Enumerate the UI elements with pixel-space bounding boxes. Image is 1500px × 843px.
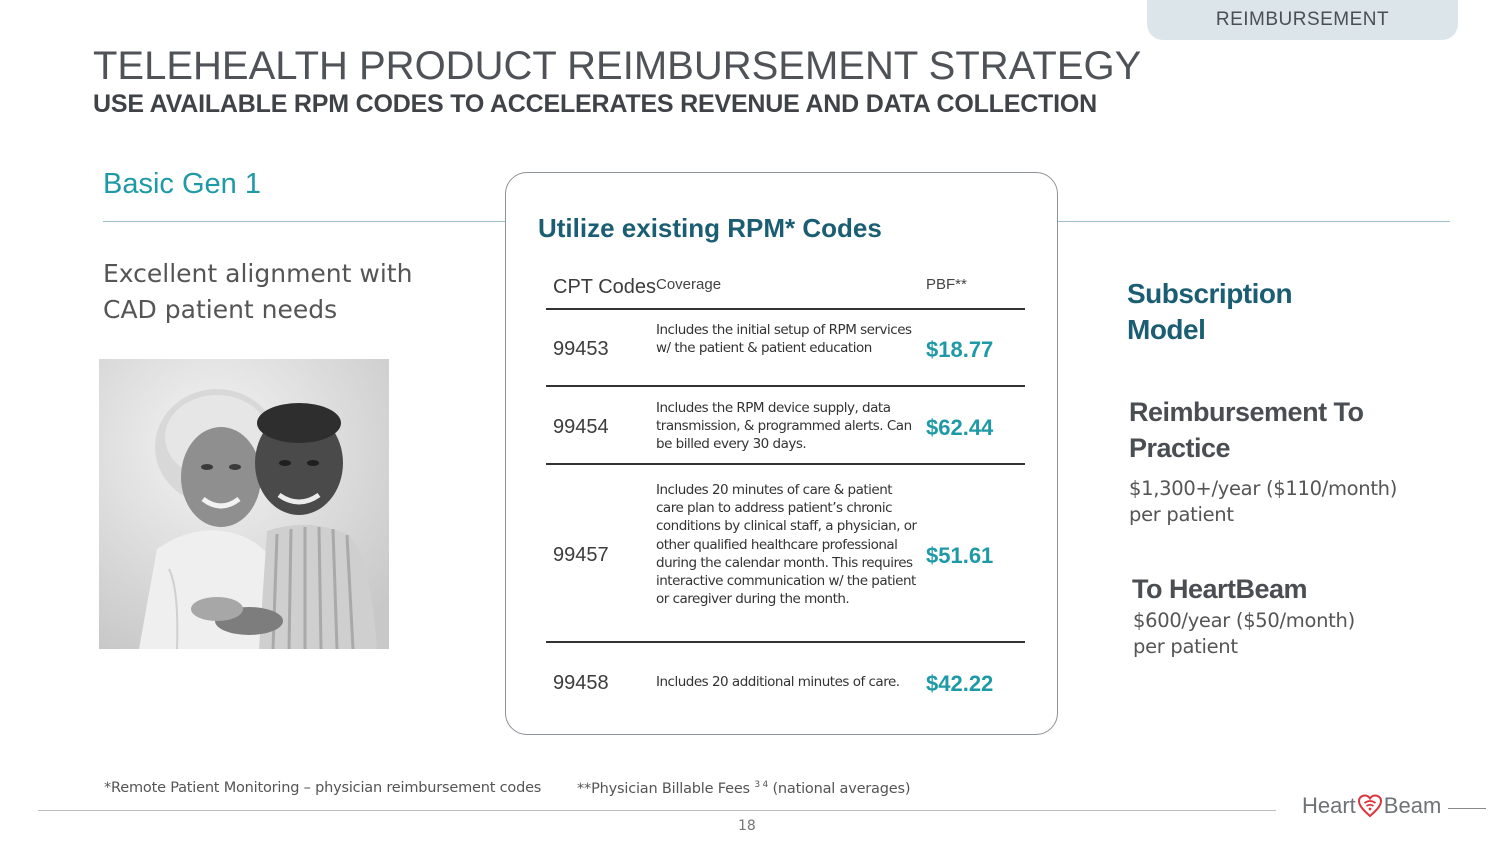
footer-divider — [38, 810, 1276, 811]
section-tag: REIMBURSEMENT — [1147, 0, 1458, 40]
logo-divider — [1448, 808, 1486, 809]
footnote-pbf-refs: 3 4 — [754, 780, 769, 790]
cpt-code: 99458 — [553, 672, 609, 694]
header-pbf: PBF** — [926, 276, 967, 293]
reimbursement-heading: Reimbursement To Practice — [1129, 394, 1364, 466]
table-divider — [546, 641, 1025, 643]
footnote-pbf: **Physician Billable Fees 3 4 (national … — [577, 780, 910, 797]
coverage-text: Includes the RPM device supply, data tra… — [656, 400, 912, 453]
fee-value: $51.61 — [926, 543, 994, 568]
senior-couple-photo — [99, 359, 389, 649]
fee-value: $18.77 — [926, 337, 994, 362]
page-number: 18 — [738, 818, 756, 834]
subscription-model-line: Subscription — [1127, 278, 1293, 309]
table-divider — [546, 308, 1025, 310]
coverage-text: Includes 20 minutes of care & patient ca… — [656, 482, 917, 608]
reimbursement-value: $1,300+/year ($110/month) per patient — [1129, 476, 1397, 528]
header-coverage: Coverage — [656, 276, 722, 293]
footnote-pbf-suffix: (national averages) — [768, 780, 911, 797]
subscription-model-heading: Subscription Model — [1127, 276, 1293, 348]
header-cpt-codes: CPT Codes — [553, 276, 657, 298]
alignment-text: Excellent alignment with CAD patient nee… — [103, 256, 463, 328]
logo-text-beam: Beam — [1383, 793, 1442, 818]
footnote-rpm: *Remote Patient Monitoring – physician r… — [104, 780, 542, 796]
page-title: TELEHEALTH PRODUCT REIMBURSEMENT STRATEG… — [93, 44, 1142, 88]
alignment-line: Excellent alignment with — [103, 259, 413, 288]
cpt-code: 99453 — [553, 338, 609, 360]
table-divider — [546, 385, 1025, 387]
table-divider — [546, 463, 1025, 465]
coverage-text: Includes the initial setup of RPM servic… — [656, 322, 912, 357]
footnote-pbf-text: **Physician Billable Fees — [577, 780, 750, 797]
cpt-code: 99454 — [553, 416, 609, 438]
rpm-codes-card: Utilize existing RPM* Codes CPT Codes Co… — [505, 172, 1058, 735]
heartbeam-value: $600/year ($50/month) per patient — [1133, 608, 1355, 660]
heartbeam-value-line: $600/year ($50/month) — [1133, 609, 1355, 632]
subscription-model-line: Model — [1127, 314, 1206, 345]
reimbursement-value-line: per patient — [1129, 503, 1234, 526]
heartbeam-heading: To HeartBeam — [1132, 574, 1308, 604]
logo-text-heart: Heart — [1302, 793, 1356, 818]
cpt-code: 99457 — [553, 544, 609, 566]
heartbeam-logo: Heart Beam — [1302, 793, 1441, 819]
card-title: Utilize existing RPM* Codes — [538, 213, 882, 243]
coverage-text: Includes 20 additional minutes of care. — [656, 674, 900, 690]
heartbeam-value-line: per patient — [1133, 635, 1238, 658]
reimbursement-heading-line: Reimbursement To — [1129, 397, 1364, 427]
product-heading: Basic Gen 1 — [103, 168, 261, 200]
heart-wifi-icon — [1357, 794, 1382, 818]
reimbursement-value-line: $1,300+/year ($110/month) — [1129, 477, 1398, 500]
page-subtitle: USE AVAILABLE RPM CODES TO ACCELERATES R… — [93, 90, 1097, 118]
fee-value: $42.22 — [926, 671, 994, 696]
fee-value: $62.44 — [926, 415, 994, 440]
alignment-line: CAD patient needs — [103, 295, 338, 324]
reimbursement-heading-line: Practice — [1129, 433, 1231, 463]
